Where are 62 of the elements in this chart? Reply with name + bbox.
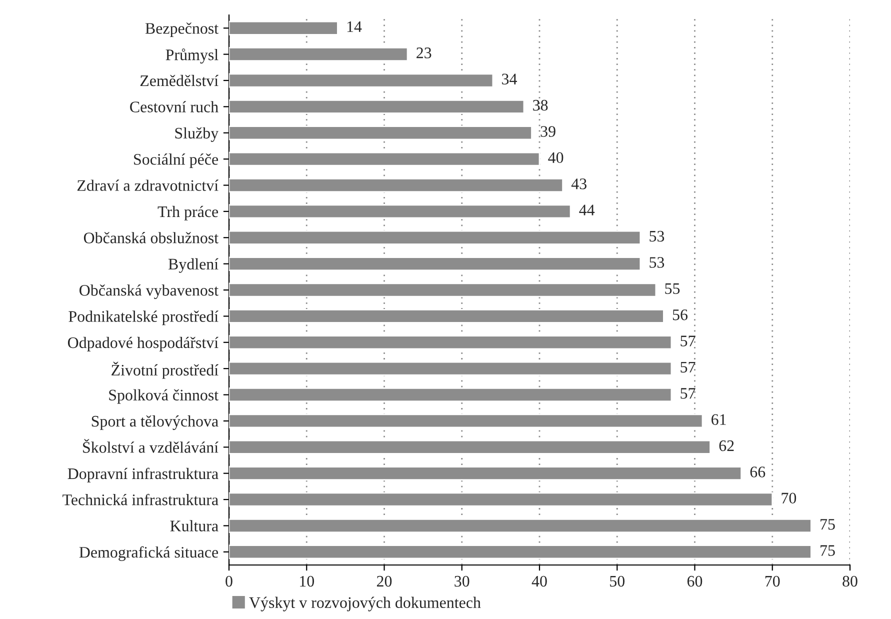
y-tick-label: Dopravní infrastruktura xyxy=(68,468,218,482)
y-tick-label: Sport a tělovýchova xyxy=(92,415,218,430)
y-tick-label: Trh práce xyxy=(158,206,218,220)
y-tick-label: Služby xyxy=(175,127,219,142)
x-tick-label: 50 xyxy=(610,576,624,587)
y-tick-label: Bydlení xyxy=(168,258,218,273)
y-tick-label: Kultura xyxy=(170,520,218,532)
y-tick-label: Průmysl xyxy=(166,48,218,64)
data-label: 40 xyxy=(548,152,564,164)
x-tick-label: 10 xyxy=(300,576,314,587)
y-tick-label: Životní prostředí xyxy=(112,362,218,379)
x-tick-label: 80 xyxy=(842,576,858,587)
y-tick-label: Bezpečnost xyxy=(145,22,218,38)
data-label: 75 xyxy=(820,545,835,556)
x-tick-label: 0 xyxy=(226,576,232,587)
bar xyxy=(229,414,704,428)
data-label: 61 xyxy=(712,414,726,425)
bar xyxy=(229,230,642,245)
data-label: 14 xyxy=(347,21,362,32)
data-label: 55 xyxy=(665,283,680,294)
x-tick-label: 70 xyxy=(765,576,780,587)
data-label: 66 xyxy=(750,466,766,478)
bar xyxy=(229,518,812,533)
bar xyxy=(229,361,672,376)
y-tick-label: Zemědělství xyxy=(140,74,218,86)
bar xyxy=(229,47,408,62)
y-tick-label: Technická infrastruktura xyxy=(62,494,218,506)
data-label: 56 xyxy=(672,309,688,320)
bar xyxy=(229,335,672,350)
data-label: 62 xyxy=(719,440,734,452)
data-label: 44 xyxy=(579,204,595,216)
data-label: 38 xyxy=(533,100,548,111)
bar xyxy=(229,440,711,454)
y-tick-label: Zdraví a zdravotnictví xyxy=(77,180,218,191)
data-label: 39 xyxy=(540,126,556,137)
data-label: 57 xyxy=(680,388,696,399)
data-label: 53 xyxy=(650,230,664,242)
data-label: 70 xyxy=(782,492,796,504)
x-tick-label: 40 xyxy=(532,576,547,587)
data-label: 34 xyxy=(502,74,517,84)
bar xyxy=(229,256,642,272)
y-tick-label: Demografická situace xyxy=(79,546,218,561)
y-tick-label: Cestovní ruch xyxy=(130,101,218,112)
data-label: 57 xyxy=(680,362,696,373)
legend-label: Výskyt v rozvojových dokumentech xyxy=(249,596,481,612)
y-tick-label: Školství a vzdělávání xyxy=(83,439,218,453)
x-tick-label: 20 xyxy=(376,576,392,587)
bar xyxy=(229,152,540,166)
data-label: 57 xyxy=(680,336,696,346)
bar xyxy=(229,73,494,88)
x-tick-label: 30 xyxy=(454,576,470,587)
y-tick-label: Spolková činnost xyxy=(109,389,218,404)
y-tick-label: Podnikatelské prostředí xyxy=(68,310,218,326)
data-label: 23 xyxy=(416,48,432,58)
y-tick-label: Odpadové hospodářství xyxy=(68,336,218,352)
data-label: 53 xyxy=(650,257,664,268)
data-label: 75 xyxy=(820,519,835,530)
y-tick-label: Občanská obslužnost xyxy=(84,232,218,244)
data-label: 43 xyxy=(571,178,586,190)
x-tick-label: 60 xyxy=(687,576,702,587)
y-tick-label: Občanská vybavenost xyxy=(80,284,218,300)
y-tick-label: Sociální péče xyxy=(134,153,218,168)
